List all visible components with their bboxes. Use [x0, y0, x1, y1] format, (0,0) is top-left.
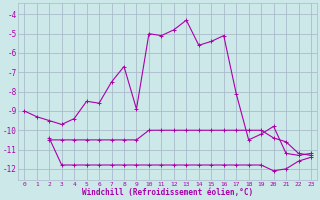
- X-axis label: Windchill (Refroidissement éolien,°C): Windchill (Refroidissement éolien,°C): [82, 188, 253, 197]
